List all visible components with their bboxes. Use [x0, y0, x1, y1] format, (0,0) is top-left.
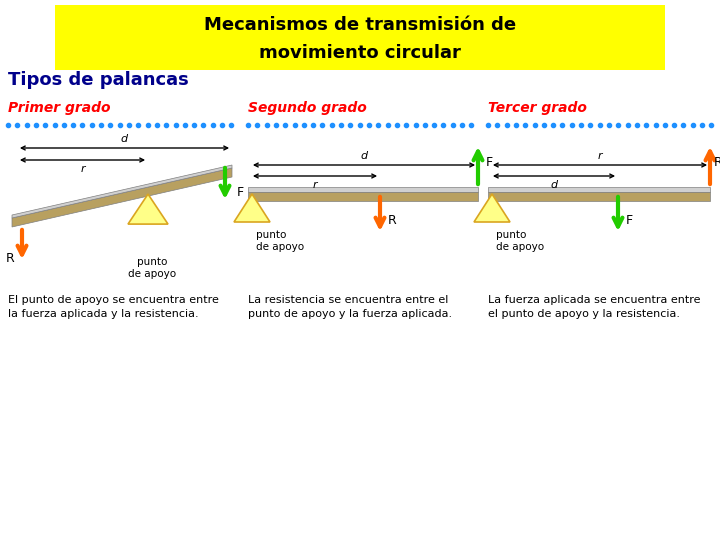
Text: punto
de apoyo: punto de apoyo [256, 230, 304, 252]
Text: La resistencia se encuentra entre el
punto de apoyo y la fuerza aplicada.: La resistencia se encuentra entre el pun… [248, 295, 452, 319]
Text: Mecanismos de transmisión de: Mecanismos de transmisión de [204, 16, 516, 34]
Polygon shape [474, 194, 510, 222]
Text: r: r [80, 164, 85, 174]
Polygon shape [12, 165, 232, 218]
Text: R: R [6, 252, 14, 265]
Text: r: r [312, 180, 318, 190]
Text: R: R [714, 156, 720, 168]
Text: F: F [626, 213, 633, 226]
Text: r: r [598, 151, 603, 161]
Text: Tipos de palancas: Tipos de palancas [8, 71, 189, 89]
Text: movimiento circular: movimiento circular [259, 44, 461, 62]
Bar [55, 5, 665, 70]
Text: R: R [388, 213, 397, 226]
Bar [248, 187, 478, 192]
Text: La fuerza aplicada se encuentra entre
el punto de apoyo y la resistencia.: La fuerza aplicada se encuentra entre el… [488, 295, 701, 319]
Text: punto
de apoyo: punto de apoyo [128, 257, 176, 279]
Text: Segundo grado: Segundo grado [248, 101, 366, 115]
Text: F: F [237, 186, 244, 199]
Polygon shape [128, 194, 168, 224]
Text: F: F [486, 156, 493, 168]
Text: d: d [121, 134, 128, 144]
Text: punto
de apoyo: punto de apoyo [496, 230, 544, 252]
Polygon shape [234, 194, 270, 222]
Bar [488, 187, 710, 192]
Bar [248, 192, 478, 201]
Text: Tercer grado: Tercer grado [488, 101, 587, 115]
Text: El punto de apoyo se encuentra entre
la fuerza aplicada y la resistencia.: El punto de apoyo se encuentra entre la … [8, 295, 219, 319]
Text: d: d [550, 180, 557, 190]
Bar [488, 192, 710, 201]
Text: d: d [361, 151, 368, 161]
Polygon shape [12, 168, 232, 227]
Text: Primer grado: Primer grado [8, 101, 110, 115]
